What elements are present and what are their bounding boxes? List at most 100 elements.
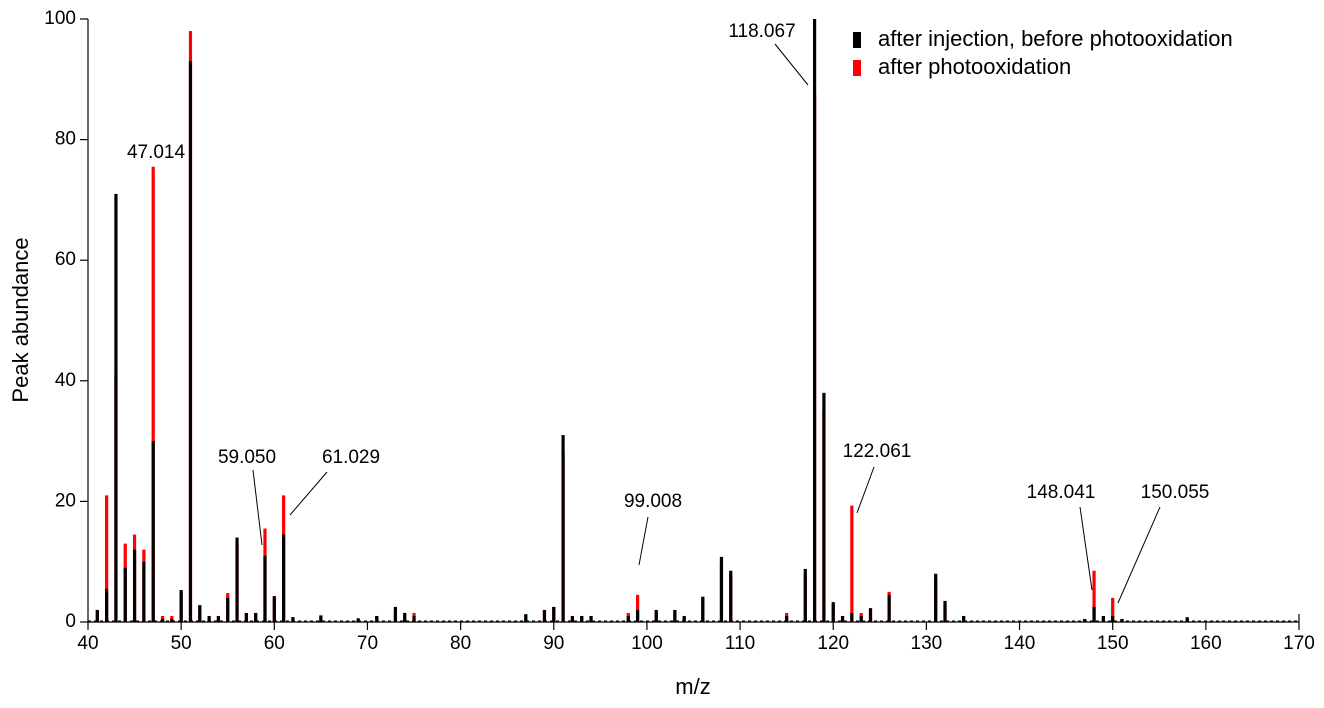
peak: [188, 61, 193, 622]
annotation-leader: [289, 471, 328, 516]
legend-swatch: [853, 32, 861, 48]
peak: [524, 614, 528, 622]
x-tick-label: 120: [817, 633, 849, 654]
x-tick-label: 140: [1004, 633, 1036, 654]
peak: [235, 537, 239, 622]
annotation-leader: [1079, 506, 1093, 591]
x-tick-label: 90: [543, 633, 564, 654]
peak: [114, 193, 118, 622]
x-tick-label: 130: [911, 633, 943, 654]
peak: [673, 609, 677, 622]
peak: [142, 561, 146, 622]
x-tick-label: 80: [450, 633, 471, 654]
peak: [1111, 615, 1115, 622]
peak: [1092, 606, 1096, 622]
annotation-leader: [774, 43, 809, 86]
x-tick-label: 60: [264, 633, 285, 654]
peak: [170, 618, 174, 622]
annotation: 59.050: [218, 447, 276, 468]
peak: [850, 505, 854, 622]
annotation: 150.055: [1141, 482, 1210, 503]
peak: [151, 166, 155, 623]
x-tick-label: 100: [631, 633, 663, 654]
peak: [719, 556, 724, 622]
peak: [785, 615, 789, 622]
peak: [1111, 597, 1115, 622]
peak: [589, 615, 593, 622]
x-tick-label: 40: [77, 633, 98, 654]
peak: [198, 605, 202, 622]
peak: [943, 600, 947, 622]
peak: [962, 615, 966, 622]
y-tick-label: 60: [55, 249, 76, 270]
peak: [95, 609, 99, 622]
peak: [934, 573, 938, 622]
y-axis-label: Peak abundance: [8, 237, 33, 402]
y-tick-label: 0: [65, 611, 76, 632]
peak: [1092, 570, 1096, 622]
x-tick-label: 50: [171, 633, 192, 654]
peak: [831, 602, 835, 622]
legend-label: after photooxidation: [878, 54, 1071, 79]
peak: [254, 612, 258, 622]
peak: [123, 567, 127, 622]
peak: [636, 609, 640, 622]
peak: [263, 555, 267, 622]
y-tick-label: 100: [44, 8, 76, 29]
peak: [319, 615, 323, 622]
peak: [887, 594, 891, 622]
peak: [179, 590, 183, 622]
peak: [570, 615, 574, 622]
x-tick-label: 150: [1097, 633, 1129, 654]
x-axis-label: m/z: [675, 674, 710, 699]
annotation: 47.014: [127, 142, 186, 163]
annotation: 122.061: [843, 441, 912, 462]
annotation: 99.008: [624, 491, 682, 512]
peak: [803, 568, 807, 622]
peak: [244, 612, 248, 622]
x-tick-label: 170: [1283, 633, 1315, 654]
peak: [105, 495, 109, 622]
peak: [356, 618, 360, 622]
peak: [1083, 618, 1087, 622]
peak: [636, 594, 640, 622]
legend-label: after injection, before photooxidation: [878, 26, 1233, 51]
peak: [151, 441, 155, 622]
y-tick-label: 20: [55, 490, 76, 511]
peak: [393, 606, 398, 622]
peak: [375, 615, 379, 622]
annotation-leader: [1117, 506, 1161, 604]
legend-swatch: [853, 60, 861, 76]
peak: [580, 615, 584, 622]
peak: [105, 588, 109, 622]
peak: [272, 596, 276, 622]
y-tick-label: 40: [55, 370, 76, 391]
annotation-leader: [252, 469, 263, 546]
peak: [552, 606, 556, 622]
peak: [403, 612, 407, 622]
peak: [1101, 615, 1105, 622]
peak: [132, 549, 137, 622]
peak: [282, 534, 286, 622]
peak: [1185, 617, 1189, 622]
peak: [216, 615, 221, 622]
annotation: 148.041: [1027, 482, 1096, 503]
peak: [729, 570, 733, 622]
peak: [626, 615, 630, 622]
peak: [207, 615, 211, 622]
peak: [682, 615, 686, 622]
peak: [840, 615, 845, 622]
peak: [412, 615, 416, 622]
annotation-leader: [856, 466, 875, 514]
peak: [822, 392, 826, 622]
peak: [701, 596, 705, 622]
peak: [868, 608, 873, 622]
peak: [542, 609, 547, 622]
annotation: 118.067: [728, 21, 795, 42]
peak: [226, 597, 230, 622]
peak: [654, 609, 658, 622]
annotation: 61.029: [322, 447, 380, 468]
peak: [859, 615, 863, 622]
annotation-leader: [638, 516, 649, 566]
